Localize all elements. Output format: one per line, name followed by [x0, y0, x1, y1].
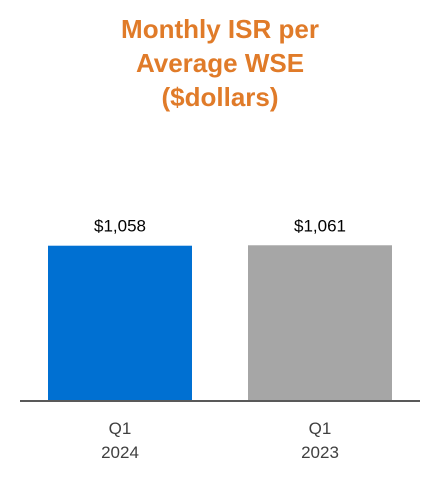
x-tick-label-1-line-1: Q1: [309, 419, 332, 438]
chart-title-line-1: Monthly ISR per: [121, 14, 319, 44]
x-tick-label-1-line-2: 2023: [301, 443, 339, 462]
x-tick-label-0-line-1: Q1: [109, 419, 132, 438]
chart-title: Monthly ISR per Average WSE ($dollars): [0, 12, 440, 114]
bar-1: [248, 245, 392, 400]
data-label-0: $1,058: [94, 217, 146, 236]
chart-title-line-2: Average WSE: [135, 48, 305, 78]
bar-0: [48, 245, 192, 400]
x-tick-label-0-line-2: 2024: [101, 443, 139, 462]
chart-title-line-3: ($dollars): [161, 82, 279, 112]
data-label-1: $1,061: [294, 216, 346, 235]
